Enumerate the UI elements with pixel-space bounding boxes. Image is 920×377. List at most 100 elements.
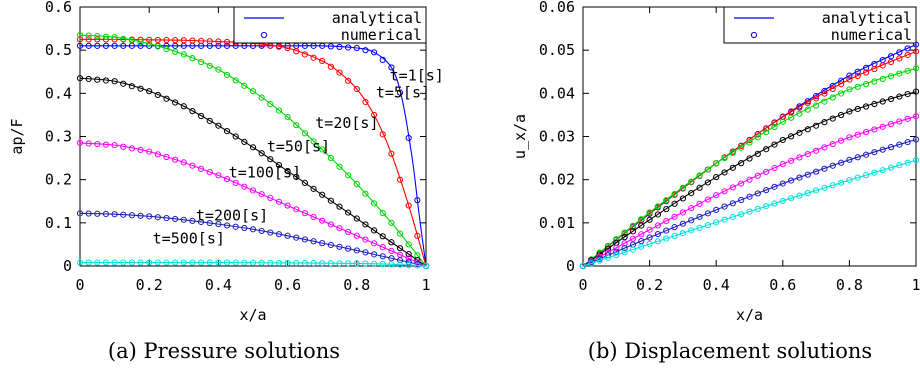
- curve-label: t=1[s]: [390, 66, 444, 84]
- numerical-marker: [249, 259, 257, 266]
- numerical-marker: [172, 37, 179, 44]
- numerical-marker: [879, 98, 886, 105]
- numerical-marker: [779, 180, 786, 187]
- numerical-marker: [788, 114, 795, 121]
- numerical-marker: [729, 200, 736, 207]
- numerical-marker: [796, 154, 803, 161]
- numerical-marker: [310, 260, 317, 267]
- numerical-marker: [301, 179, 308, 187]
- numerical-marker: [829, 85, 836, 93]
- numerical-marker: [85, 75, 92, 83]
- numerical-marker: [94, 33, 101, 40]
- numerical-marker: [829, 94, 836, 101]
- numerical-marker: [879, 62, 886, 69]
- numerical-marker: [206, 62, 213, 69]
- numerical-marker: [94, 42, 101, 49]
- numerical-marker: [871, 65, 878, 73]
- numerical-marker: [284, 259, 291, 267]
- numerical-marker: [912, 136, 920, 143]
- numerical-marker: [396, 176, 404, 183]
- numerical-marker: [396, 245, 404, 252]
- y-tick-label: 0.6: [45, 0, 72, 16]
- numerical-marker: [120, 143, 127, 150]
- numerical-marker: [862, 103, 870, 110]
- numerical-marker: [319, 217, 326, 224]
- numerical-marker: [267, 229, 274, 236]
- numerical-marker: [310, 238, 317, 245]
- numerical-marker: [638, 222, 645, 229]
- numerical-marker: [137, 85, 144, 92]
- numerical-marker: [771, 123, 778, 131]
- numerical-marker: [172, 48, 179, 55]
- numerical-marker: [206, 219, 213, 227]
- numerical-marker: [102, 141, 110, 148]
- numerical-marker: [713, 219, 720, 226]
- x-tick-label: 0.4: [205, 276, 232, 294]
- numerical-marker: [763, 146, 770, 153]
- numerical-marker: [301, 130, 308, 137]
- numerical-marker: [120, 211, 127, 218]
- numerical-marker: [102, 42, 110, 49]
- numerical-marker: [671, 232, 678, 239]
- numerical-marker: [904, 45, 911, 52]
- numerical-marker: [180, 37, 187, 44]
- numerical-marker: [241, 224, 248, 232]
- numerical-marker: [779, 161, 786, 168]
- numerical-marker: [180, 103, 187, 110]
- y-tick-label: 0.2: [45, 171, 72, 189]
- numerical-marker: [379, 131, 386, 138]
- numerical-marker: [646, 209, 653, 216]
- numerical-marker: [779, 197, 786, 204]
- legend-marker-swatch: [260, 31, 268, 39]
- numerical-marker: [249, 226, 257, 233]
- numerical-marker: [146, 148, 153, 155]
- numerical-marker: [405, 251, 412, 258]
- numerical-marker: [746, 208, 753, 215]
- y-tick-label: 0.4: [45, 84, 72, 102]
- numerical-marker: [754, 190, 761, 197]
- numerical-marker: [362, 236, 369, 243]
- numerical-marker: [813, 187, 820, 194]
- numerical-marker: [629, 228, 637, 235]
- numerical-marker: [871, 149, 878, 156]
- numerical-marker: [654, 203, 662, 210]
- numerical-marker: [904, 67, 911, 75]
- numerical-marker: [721, 188, 728, 195]
- numerical-marker: [215, 66, 222, 73]
- numerical-marker: [336, 203, 343, 210]
- numerical-marker: [871, 100, 878, 108]
- numerical-marker: [76, 210, 84, 217]
- numerical-marker: [837, 111, 845, 119]
- numerical-marker: [704, 179, 711, 186]
- numerical-marker: [120, 35, 127, 42]
- numerical-marker: [405, 202, 412, 209]
- y-tick-label: 0.04: [539, 84, 575, 102]
- numerical-marker: [896, 118, 903, 125]
- numerical-marker: [837, 81, 845, 88]
- numerical-marker: [362, 221, 369, 228]
- numerical-marker: [85, 140, 92, 147]
- numerical-marker: [663, 197, 670, 204]
- numerical-marker: [862, 172, 870, 179]
- numerical-marker: [180, 216, 187, 223]
- numerical-marker: [293, 206, 300, 213]
- numerical-marker: [267, 259, 274, 266]
- numerical-marker: [696, 224, 703, 231]
- numerical-marker: [854, 83, 861, 90]
- numerical-marker: [837, 159, 845, 166]
- numerical-marker: [163, 95, 170, 102]
- analytical-curve: [79, 77, 427, 267]
- x-tick-label: 0.8: [343, 276, 370, 294]
- numerical-marker: [371, 111, 378, 119]
- numerical-marker: [189, 217, 196, 224]
- numerical-marker: [198, 58, 205, 66]
- numerical-marker: [85, 42, 92, 49]
- numerical-marker: [293, 259, 300, 267]
- numerical-marker: [154, 43, 161, 50]
- curve-label: t=5[s]: [376, 84, 430, 102]
- numerical-marker: [821, 119, 828, 126]
- numerical-marker: [336, 163, 343, 170]
- numerical-marker: [371, 251, 378, 258]
- numerical-marker: [729, 184, 736, 191]
- numerical-marker: [896, 141, 903, 148]
